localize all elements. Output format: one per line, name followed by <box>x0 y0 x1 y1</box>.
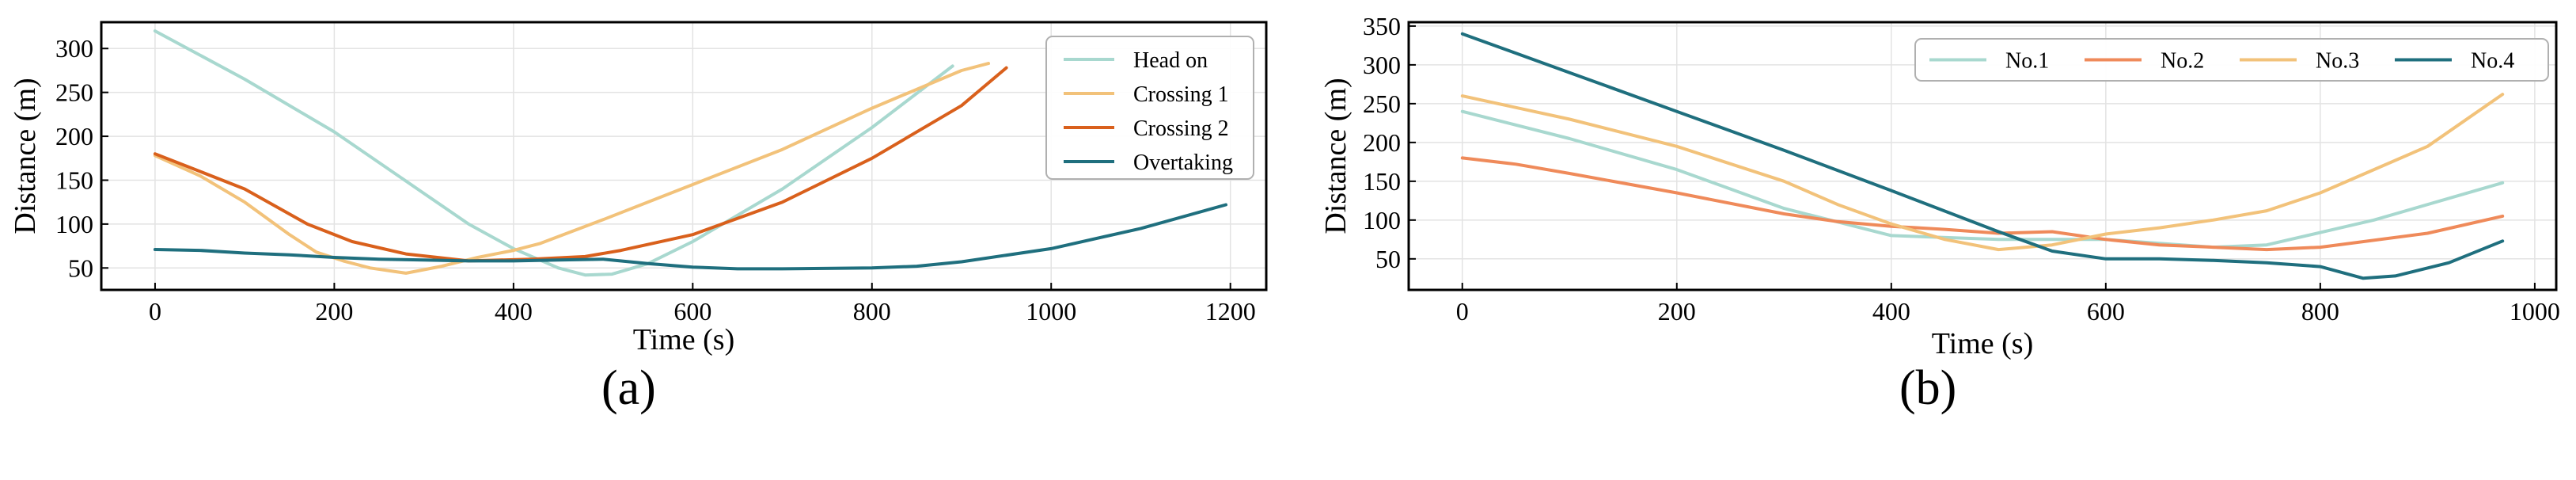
x-tick-label: 800 <box>2301 297 2339 326</box>
panel-label-b: (b) <box>1899 361 1957 415</box>
chart-b-ylabel: Distance (m) <box>1319 78 1352 234</box>
x-tick-label: 200 <box>315 297 353 326</box>
y-tick-label: 200 <box>55 122 93 150</box>
legend-box <box>1045 36 1254 180</box>
series-line-overtaking <box>153 203 1227 271</box>
x-tick-label: 200 <box>1658 297 1696 326</box>
series-line-crossing-2 <box>153 66 1008 263</box>
chart-a-xlabel: Time (s) <box>633 323 734 356</box>
series-line-no-1 <box>1460 109 2505 250</box>
y-tick-label: 300 <box>55 34 93 63</box>
legend-label: No.3 <box>2316 49 2359 74</box>
chart-b-ticks: 0 200 400 600 800 1000 50 100 150 200 250 300 350 <box>1363 12 2560 326</box>
chart-a-ticks: 0 200 400 600 800 1000 1200 50 100 150 200 250 300 <box>55 34 1256 326</box>
chart-b-lines <box>1460 32 2505 280</box>
chart-b-xlabel: Time (s) <box>1932 327 2033 360</box>
chart-a-frame <box>100 21 1268 291</box>
chart-b-frame <box>1407 21 2558 291</box>
y-tick-label: 50 <box>68 253 93 282</box>
legend-label: No.4 <box>2471 49 2514 74</box>
chart-panel-b: 0 200 400 600 800 1000 50 100 150 200 250 300 350 Ti… <box>1319 12 2560 360</box>
y-tick-label: 300 <box>1363 51 1401 79</box>
panel-label-a: (a) <box>601 361 656 415</box>
y-tick-label: 200 <box>1363 128 1401 157</box>
y-tick-label: 100 <box>55 210 93 238</box>
series-line-no-3 <box>1460 93 2505 252</box>
legend-label: Head on <box>1133 48 1208 73</box>
y-tick-label: 50 <box>1375 245 1401 273</box>
y-tick-label: 150 <box>1363 167 1401 196</box>
x-tick-label: 1200 <box>1205 297 1256 326</box>
legend-label: No.2 <box>2161 49 2204 74</box>
series-line-no-4 <box>1460 32 2505 280</box>
x-tick-label: 0 <box>1456 297 1469 326</box>
x-tick-label: 1000 <box>1026 297 1076 326</box>
y-tick-label: 250 <box>55 78 93 107</box>
y-tick-label: 250 <box>1363 90 1401 118</box>
y-tick-label: 150 <box>55 166 93 194</box>
chart-panel-a: 0 200 400 600 800 1000 1200 50 100 150 200 250 300 T… <box>9 21 1268 356</box>
chart-a-ylabel: Distance (m) <box>9 78 42 234</box>
series-line-head-on <box>153 29 954 277</box>
legend-box <box>1914 38 2549 82</box>
x-tick-label: 1000 <box>2510 297 2560 326</box>
y-tick-label: 350 <box>1363 12 1401 40</box>
x-tick-label: 400 <box>495 297 533 326</box>
chart-a-lines <box>153 29 1227 277</box>
legend-label: No.1 <box>2005 49 2049 74</box>
series-line-no-2 <box>1460 156 2505 252</box>
legend-label: Overtaking <box>1133 150 1233 175</box>
x-tick-label: 600 <box>673 297 711 326</box>
x-tick-label: 800 <box>853 297 891 326</box>
legend-label: Crossing 1 <box>1133 82 1229 107</box>
x-tick-label: 0 <box>149 297 161 326</box>
chart-a-legend: Head on Crossing 1 Crossing 2 Overtaking <box>1045 36 1254 180</box>
x-tick-label: 600 <box>2087 297 2125 326</box>
x-tick-label: 400 <box>1872 297 1910 326</box>
legend-label: Crossing 2 <box>1133 116 1229 141</box>
series-line-crossing-1 <box>153 62 990 275</box>
y-tick-label: 100 <box>1363 206 1401 234</box>
chart-b-legend: No.1 No.2 No.3 No.4 <box>1914 38 2549 82</box>
